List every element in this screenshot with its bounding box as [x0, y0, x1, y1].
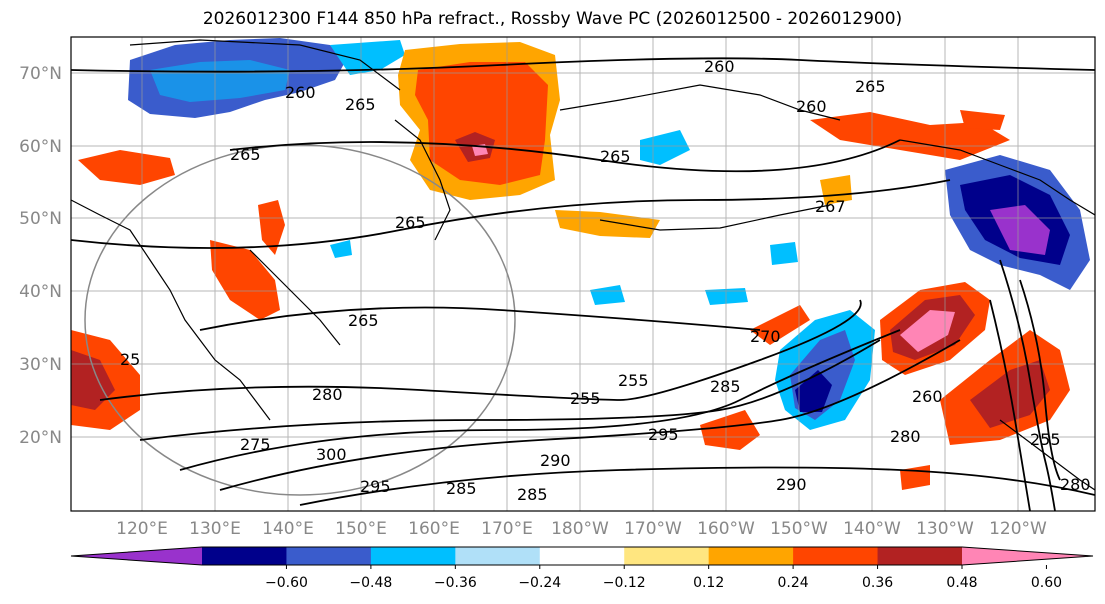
lon-label: 120°E [116, 519, 168, 539]
longitude-labels: 120°E 130°E 140°E 150°E 160°E 170°E 180°… [116, 519, 1047, 539]
colorbar-tick-label: 0.12 [693, 575, 724, 591]
lon-label: 120°W [989, 519, 1047, 539]
latitude-labels: 70°N 60°N 50°N 40°N 30°N 20°N [19, 64, 62, 448]
lat-label: 50°N [19, 209, 62, 229]
colorbar-segment [793, 547, 879, 565]
contour-label: 265 [348, 311, 379, 330]
pos-anomaly-band [750, 305, 810, 345]
colorbar-segment [202, 547, 287, 565]
neg-anomaly-east-siberia [330, 40, 405, 75]
lat-label: 60°N [19, 137, 62, 157]
colorbar-segment [370, 547, 456, 565]
contour-label: 265 [855, 77, 886, 96]
contour-label: 285 [517, 485, 548, 504]
colorbar-outline [70, 546, 1094, 566]
neg-anomaly-siberia-core [150, 60, 290, 102]
coastlines [71, 39, 1095, 491]
pos-anomaly-aleutians [555, 210, 660, 238]
contour-label: 275 [240, 435, 271, 454]
lat-label: 30°N [19, 355, 62, 375]
colorbar-tick-label: −0.60 [265, 575, 308, 591]
colorbar-tick-label: −0.36 [434, 575, 477, 591]
contour-label: 265 [395, 213, 426, 232]
lon-label: 130°W [916, 519, 974, 539]
contour-label: 300 [316, 445, 347, 464]
pos-anomaly-small-1 [820, 175, 852, 205]
colorbar-segment [624, 547, 710, 565]
pos-anomaly-hawaii [700, 410, 760, 450]
lon-label: 140°E [262, 519, 314, 539]
lon-label: 140°W [843, 519, 901, 539]
colorbar-extend-min [71, 547, 202, 565]
contour-label: 267 [815, 197, 846, 216]
neg-anomaly-small-3 [590, 285, 625, 305]
contour-label: 265 [345, 95, 376, 114]
pos-anomaly-japan-sea [258, 200, 285, 255]
chart-title: 2026012300 F144 850 hPa refract., Rossby… [202, 9, 903, 29]
neg-anomaly-small-2 [330, 240, 352, 258]
theta-contours [71, 57, 1095, 511]
contour-label: 265 [600, 147, 631, 166]
contour-label: 260 [912, 387, 943, 406]
colorbar-tick-label: 0.60 [1031, 575, 1062, 591]
contour-label: 255 [618, 371, 649, 390]
pos-anomaly-small-3 [960, 110, 1005, 130]
pos-anomaly-east-pacific-peak [900, 310, 955, 352]
lat-label: 20°N [19, 428, 62, 448]
lon-label: 170°E [481, 519, 533, 539]
contour-label: 25 [120, 350, 140, 369]
colorbar-segment [286, 547, 372, 565]
colorbar-segment [539, 547, 625, 565]
pos-anomaly-korea [210, 240, 280, 320]
contour-label: 260 [704, 57, 735, 76]
contour-label: 255 [570, 389, 601, 408]
contour-label: 290 [776, 475, 807, 494]
contour-label: 280 [890, 427, 921, 446]
contour-label: 290 [540, 451, 571, 470]
averaging-region-circle [84, 144, 516, 496]
contour-label: 280 [1060, 475, 1091, 494]
lat-label: 70°N [19, 64, 62, 84]
colorbar-segment [455, 547, 541, 565]
lon-label: 180°W [551, 519, 609, 539]
contour-label: 260 [285, 83, 316, 102]
contour-label: 295 [360, 477, 391, 496]
pos-anomaly-south-china-core [71, 350, 115, 410]
graticule [71, 37, 1095, 511]
contour-label: 255 [1030, 430, 1061, 449]
colorbar-segment [877, 547, 963, 565]
contour-labels: 260 260 265 265 260 265 265 267 265 270 … [120, 57, 1091, 504]
colorbar: −0.60 −0.48 −0.36 −0.24 −0.12 0.12 0.24 0.36 0.4… [70, 546, 1094, 591]
colorbar-extend-max [962, 547, 1093, 565]
lon-label: 160°E [408, 519, 460, 539]
lon-label: 160°W [697, 519, 755, 539]
contour-label: 285 [710, 377, 741, 396]
lon-label: 130°E [189, 519, 241, 539]
colorbar-tick-label: −0.24 [518, 575, 561, 591]
colorbar-tick-label: 0.48 [946, 575, 977, 591]
neg-anomaly-small-5 [770, 242, 798, 265]
contour-label: 265 [230, 145, 261, 164]
contour-label: 295 [648, 425, 679, 444]
lon-label: 170°W [624, 519, 682, 539]
pos-anomaly-okhotsk [415, 62, 548, 185]
contour-label: 260 [796, 97, 827, 116]
contour-label: 285 [446, 479, 477, 498]
neg-anomaly-central-pacific-core [795, 370, 832, 412]
map-frame [70, 36, 1096, 512]
contour-label: 270 [750, 327, 781, 346]
colorbar-tick-label: −0.48 [349, 575, 392, 591]
colorbar-segment [708, 547, 794, 565]
contour-label: 280 [312, 385, 343, 404]
lat-label: 40°N [19, 282, 62, 302]
pos-anomaly-alaska [810, 112, 1010, 160]
colorbar-tick-label: 0.24 [778, 575, 809, 591]
lon-label: 150°E [335, 519, 387, 539]
colorbar-tick-label: −0.12 [603, 575, 646, 591]
colorbar-tick-label: 0.36 [862, 575, 893, 591]
pos-anomaly-north-china [78, 150, 175, 185]
lon-label: 150°W [770, 519, 828, 539]
